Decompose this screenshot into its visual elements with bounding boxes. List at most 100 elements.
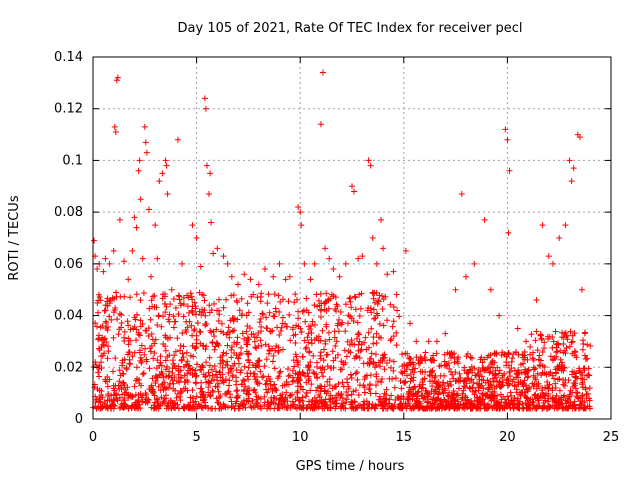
data-point xyxy=(585,371,592,378)
data-point xyxy=(242,383,249,390)
data-point xyxy=(321,306,328,313)
data-point xyxy=(462,273,469,280)
data-point xyxy=(474,404,481,411)
data-point xyxy=(491,392,498,399)
data-point xyxy=(356,291,363,298)
data-point xyxy=(259,374,266,381)
data-point xyxy=(525,366,532,373)
data-point xyxy=(405,391,412,398)
data-point xyxy=(313,402,320,409)
data-point xyxy=(378,379,385,386)
data-point xyxy=(219,364,226,371)
data-point xyxy=(379,293,386,300)
data-point xyxy=(213,340,220,347)
data-point xyxy=(245,336,252,343)
data-point xyxy=(321,300,328,307)
data-point xyxy=(192,398,199,405)
data-point xyxy=(413,338,420,345)
data-point xyxy=(125,392,132,399)
data-point xyxy=(229,372,236,379)
data-point xyxy=(176,293,183,300)
data-point xyxy=(262,341,269,348)
data-point xyxy=(489,370,496,377)
data-point xyxy=(139,398,146,405)
data-point xyxy=(217,328,224,335)
data-point xyxy=(456,370,463,377)
data-point xyxy=(297,209,304,216)
data-point xyxy=(534,393,541,400)
data-point xyxy=(409,366,416,373)
data-point xyxy=(308,340,315,347)
data-point xyxy=(103,403,110,410)
data-point xyxy=(276,373,282,380)
data-point xyxy=(123,366,130,373)
data-point xyxy=(509,355,516,362)
data-point xyxy=(95,336,102,343)
data-point xyxy=(375,297,382,304)
data-point xyxy=(518,369,525,376)
data-point xyxy=(159,170,166,177)
data-point xyxy=(581,376,588,383)
data-point xyxy=(112,355,119,362)
data-point xyxy=(230,291,237,298)
data-point xyxy=(322,396,329,403)
data-point xyxy=(579,379,586,386)
data-point xyxy=(181,372,188,379)
data-point xyxy=(138,342,145,349)
data-point xyxy=(365,157,372,164)
data-point xyxy=(230,318,237,325)
data-point xyxy=(120,371,127,377)
data-point xyxy=(184,324,191,331)
data-point xyxy=(155,312,162,319)
data-point xyxy=(275,347,282,354)
data-point xyxy=(414,395,421,402)
data-point xyxy=(362,334,369,341)
data-point xyxy=(133,364,140,371)
data-point xyxy=(391,384,398,391)
data-point xyxy=(205,378,212,385)
data-point xyxy=(458,191,465,198)
data-point xyxy=(127,326,134,333)
data-point xyxy=(571,405,578,412)
data-point xyxy=(121,293,128,300)
data-point xyxy=(126,360,133,367)
data-point xyxy=(523,338,530,345)
data-point xyxy=(460,387,467,394)
data-point xyxy=(567,402,574,409)
data-point xyxy=(191,370,198,377)
data-point xyxy=(404,396,411,403)
x-tick-label: 20 xyxy=(499,430,516,445)
data-point xyxy=(251,404,258,411)
data-point xyxy=(238,295,245,302)
data-point xyxy=(233,395,240,402)
data-point xyxy=(533,328,540,335)
data-point xyxy=(228,398,235,405)
data-point xyxy=(325,388,332,395)
data-point xyxy=(245,364,252,371)
data-point xyxy=(303,405,310,412)
data-point xyxy=(157,359,164,366)
data-point xyxy=(330,357,337,364)
data-point xyxy=(529,380,536,387)
data-point xyxy=(360,360,367,367)
data-point xyxy=(284,366,291,373)
data-point xyxy=(268,399,275,406)
data-point xyxy=(273,387,280,394)
data-point xyxy=(116,405,123,412)
data-point xyxy=(390,358,397,365)
data-point xyxy=(263,324,270,331)
data-point xyxy=(129,353,136,360)
data-point xyxy=(198,389,205,396)
data-point xyxy=(133,404,140,411)
data-point xyxy=(403,372,410,379)
data-point xyxy=(357,347,364,354)
data-point xyxy=(214,384,221,391)
data-point xyxy=(324,363,331,370)
data-point xyxy=(471,260,478,267)
data-point xyxy=(513,404,520,411)
data-point xyxy=(244,300,251,307)
data-point xyxy=(326,336,333,343)
data-point xyxy=(324,378,331,385)
data-point xyxy=(534,347,541,354)
data-point xyxy=(282,276,289,283)
